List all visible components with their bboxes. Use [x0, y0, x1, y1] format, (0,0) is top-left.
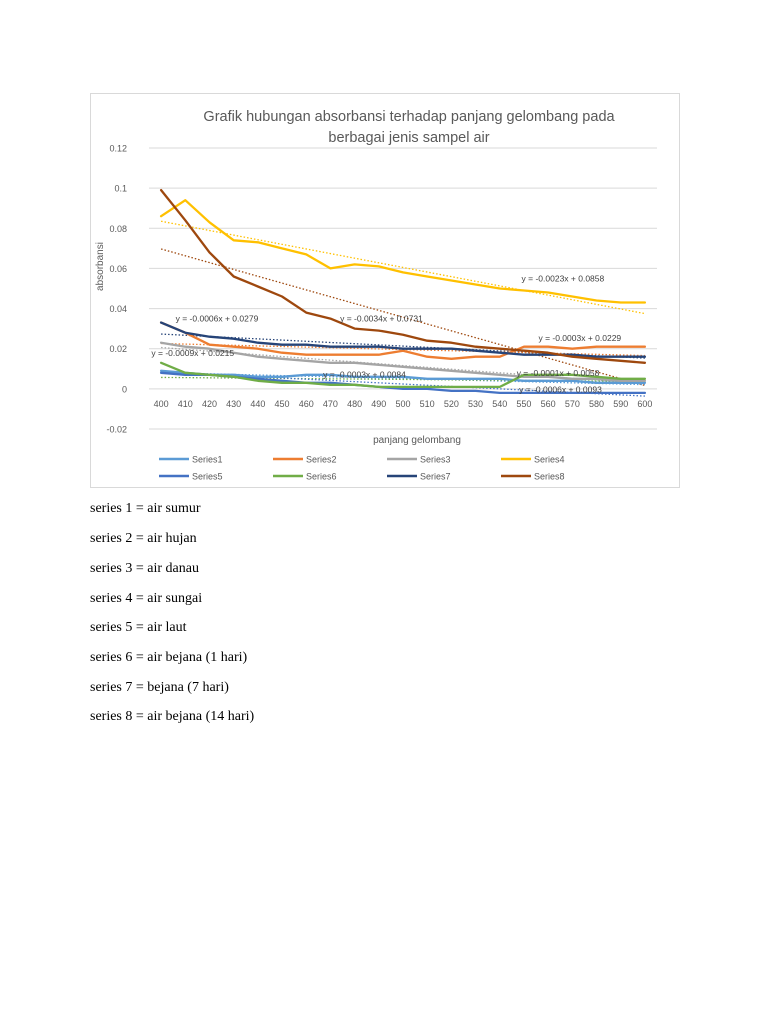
- x-tick-label: 430: [226, 399, 241, 409]
- trendline-equation: y = -0.0009x + 0.0215: [151, 348, 234, 358]
- x-tick-label: 550: [516, 399, 531, 409]
- y-tick-label: 0.12: [109, 144, 127, 154]
- legend-label: Series6: [306, 472, 337, 482]
- caption-series-7: series 7 = bejana (7 hari): [90, 680, 229, 695]
- y-tick-label: 0.02: [109, 344, 127, 354]
- x-tick-label: 500: [395, 399, 410, 409]
- series-line-series1: [159, 369, 647, 384]
- line-chart: Grafik hubungan absorbansi terhadap panj…: [95, 109, 657, 482]
- x-tick-label: 450: [275, 399, 290, 409]
- series-line-series8: [159, 188, 647, 364]
- series-line-series6: [159, 361, 647, 389]
- legend-label: Series1: [192, 455, 223, 465]
- x-tick-label: 460: [299, 399, 314, 409]
- y-tick-label: -0.02: [106, 425, 127, 435]
- y-tick-label: 0.1: [114, 184, 127, 194]
- y-tick-label: 0.08: [109, 224, 127, 234]
- x-tick-label: 590: [613, 399, 628, 409]
- chart-frame: Grafik hubungan absorbansi terhadap panj…: [90, 93, 680, 488]
- x-tick-label: 440: [250, 399, 265, 409]
- x-tick-label: 480: [347, 399, 362, 409]
- trendline-equation: y = -0.0003x + 0.0229: [538, 333, 621, 343]
- caption-series-5: series 5 = air laut: [90, 620, 187, 635]
- x-axis-title: panjang gelombang: [373, 435, 461, 446]
- trendline-series4: [160, 220, 646, 315]
- chart-title-line: berbagai jenis sampel air: [328, 130, 489, 146]
- caption-series-1: series 1 = air sumur: [90, 501, 201, 516]
- legend-label: Series4: [534, 455, 565, 465]
- legend-label: Series8: [534, 472, 565, 482]
- legend-label: Series5: [192, 472, 223, 482]
- trendline-equation: y = -0.0023x + 0.0858: [522, 273, 605, 283]
- x-tick-label: 540: [492, 399, 507, 409]
- y-tick-label: 0.06: [109, 264, 127, 274]
- legend-label: Series3: [420, 455, 451, 465]
- y-axis-title: absorbansi: [95, 242, 106, 291]
- caption-series-3: series 3 = air danau: [90, 561, 199, 576]
- caption-series-2: series 2 = air hujan: [90, 531, 197, 546]
- x-tick-label: 510: [420, 399, 435, 409]
- legend-label: Series7: [420, 472, 451, 482]
- x-tick-label: 560: [541, 399, 556, 409]
- x-tick-label: 570: [565, 399, 580, 409]
- x-tick-label: 600: [637, 399, 652, 409]
- x-tick-label: 580: [589, 399, 604, 409]
- trendline-equation: y = -0.0003x + 0.0084: [323, 369, 406, 379]
- caption-series-8: series 8 = air bejana (14 hari): [90, 709, 255, 724]
- x-tick-label: 520: [444, 399, 459, 409]
- series-line-series4: [159, 199, 647, 304]
- x-tick-label: 410: [178, 399, 193, 409]
- x-tick-label: 530: [468, 399, 483, 409]
- x-tick-label: 420: [202, 399, 217, 409]
- caption-series-6: series 6 = air bejana (1 hari): [90, 650, 248, 665]
- caption-series-4: series 4 = air sungai: [90, 591, 203, 606]
- chart-title-line: Grafik hubungan absorbansi terhadap panj…: [203, 109, 615, 125]
- legend-label: Series2: [306, 455, 337, 465]
- x-tick-label: 400: [154, 399, 169, 409]
- trendline-equation: y = -0.0034x + 0.0731: [340, 314, 423, 324]
- series-line-series2: [159, 321, 647, 360]
- x-tick-label: 490: [371, 399, 386, 409]
- y-tick-label: 0.04: [109, 304, 127, 314]
- trendline-equation: y = -0.0006x + 0.0279: [176, 314, 259, 324]
- trendline-equation: y = -0.0001x + 0.0058: [517, 368, 600, 378]
- x-tick-label: 470: [323, 399, 338, 409]
- y-tick-label: 0: [122, 384, 127, 394]
- trendline-equation: y = -0.0006x + 0.0093: [519, 384, 602, 394]
- series-line-series3: [159, 341, 647, 382]
